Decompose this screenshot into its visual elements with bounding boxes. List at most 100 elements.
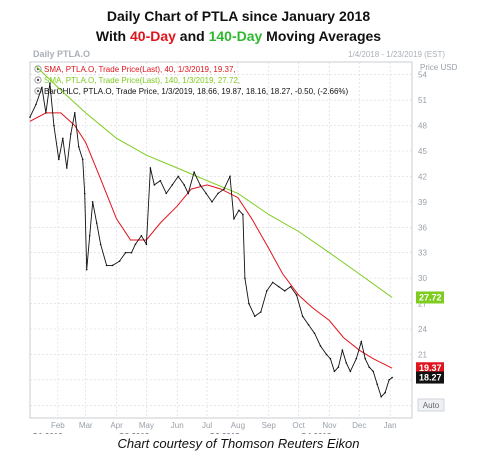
y-tick-label: 54	[418, 71, 427, 80]
y-tick-label: 51	[418, 96, 427, 105]
price-point	[193, 171, 195, 173]
legend-entry: BarOHLC, PTLA.O, Trade Price, 1/3/2019, …	[44, 87, 349, 96]
price-point	[145, 243, 148, 246]
x-quarter-label: Q4 2018	[301, 432, 332, 434]
x-month-label: Nov	[322, 421, 336, 430]
y-tick-label: 45	[418, 147, 427, 156]
price-point	[153, 184, 156, 186]
price-point	[388, 379, 390, 381]
price-point	[53, 124, 55, 127]
price-point	[295, 294, 298, 296]
price-point	[171, 184, 174, 186]
y-tick-label: 42	[418, 172, 427, 181]
price-point	[329, 357, 332, 360]
x-month-label: Dec	[352, 421, 366, 430]
price-point	[391, 376, 393, 379]
x-quarter-label: Q1 2018	[32, 432, 63, 434]
plot-frame	[29, 61, 413, 419]
eye-icon-pupil	[36, 89, 40, 93]
price-point	[111, 264, 114, 267]
price-point	[199, 184, 201, 186]
price-point	[233, 218, 235, 220]
price-point	[244, 277, 246, 279]
price-point	[69, 133, 72, 135]
subtitle-40-day: 40-Day	[130, 28, 176, 44]
price-point	[88, 234, 91, 237]
legend: SMA, PTLA.O, Trade Price(Last), 40, 1/3/…	[34, 65, 349, 96]
price-line	[29, 83, 393, 398]
subtitle-prefix: With	[95, 28, 130, 44]
price-point	[242, 213, 244, 216]
price-point	[319, 345, 322, 347]
price-point	[372, 370, 375, 373]
subtitle-140-day: 140-Day	[208, 28, 263, 44]
price-point	[360, 340, 363, 343]
y-tick-label: 33	[418, 249, 427, 258]
price-point	[134, 243, 137, 246]
price-point	[301, 315, 304, 318]
price-point	[130, 251, 133, 254]
price-point	[307, 323, 310, 326]
auto-scale-button[interactable]: Auto	[417, 398, 445, 412]
price-point	[124, 251, 127, 254]
price-point	[58, 158, 60, 161]
price-point	[62, 137, 64, 140]
x-month-label: Oct	[292, 421, 305, 430]
x-quarter-label: Q3 2018	[209, 432, 240, 434]
x-month-label: Apr	[110, 421, 123, 430]
last-value-text: 27.72	[419, 292, 442, 302]
price-point	[211, 201, 213, 203]
price-point	[205, 192, 207, 195]
chart-subtitle: With 40-Day and 140-Day Moving Averages	[0, 28, 477, 44]
date-range-label: 1/4/2018 - 1/23/2019 (EST)	[348, 50, 445, 59]
sma140-line	[35, 65, 393, 298]
chart-caption: Chart courtesy of Thomson Reuters Eikon	[117, 436, 360, 451]
auto-label: Auto	[423, 401, 440, 410]
y-tick-label: 48	[418, 122, 427, 131]
price-point	[149, 167, 152, 169]
x-month-label: Aug	[231, 421, 245, 430]
price-point	[85, 268, 88, 271]
price-point	[376, 383, 378, 385]
price-point	[66, 167, 68, 169]
price-point	[159, 179, 162, 182]
x-month-label: Sep	[262, 421, 277, 430]
price-point	[325, 353, 328, 356]
last-value-text: 19.37	[419, 363, 442, 373]
price-point	[91, 201, 94, 203]
price-point	[289, 285, 292, 288]
x-month-label: Mar	[79, 421, 93, 430]
subtitle-mid: and	[175, 28, 209, 44]
price-point	[345, 362, 348, 364]
price-point	[81, 158, 84, 161]
price-unit-label: Price USD	[420, 63, 458, 72]
sma40-line	[29, 112, 393, 369]
x-month-label: Jan	[384, 421, 397, 430]
x-month-label: Jun	[171, 421, 184, 430]
chart-title: Daily Chart of PTLA since January 2018	[106, 8, 371, 24]
price-point	[183, 184, 185, 186]
price-point	[229, 175, 231, 178]
price-point	[95, 222, 98, 224]
y-tick-label: 36	[418, 223, 427, 232]
last-value-tag	[416, 291, 444, 304]
price-point	[271, 281, 274, 284]
last-value-tag	[416, 371, 444, 384]
x-axis: Feb Mar Apr May Jun Jul Aug Sep Oct Nov Dec Jan Q1 2…	[32, 421, 397, 434]
price-point	[238, 209, 240, 212]
last-value-text: 18.27	[419, 373, 442, 383]
price-point	[165, 192, 168, 195]
instrument-label: Daily PTLA.O	[33, 49, 90, 59]
price-point	[265, 290, 268, 292]
legend-entry: SMA, PTLA.O, Trade Price(Last), 40, 1/3/…	[44, 65, 236, 74]
eye-icon-pupil	[36, 78, 40, 82]
price-point	[223, 188, 225, 190]
price-point	[283, 290, 286, 292]
subtitle-suffix: Moving Averages	[262, 28, 382, 44]
price-point	[380, 396, 382, 398]
price-point	[349, 370, 352, 373]
price-point	[177, 175, 180, 178]
price-point	[333, 370, 336, 373]
y-tick-label: 30	[418, 274, 427, 283]
